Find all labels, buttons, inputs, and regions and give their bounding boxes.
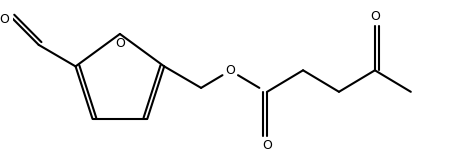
Text: O: O [115,37,125,50]
Text: O: O [225,64,235,77]
Text: O: O [262,139,272,152]
Text: O: O [0,13,9,26]
Text: O: O [370,10,380,23]
